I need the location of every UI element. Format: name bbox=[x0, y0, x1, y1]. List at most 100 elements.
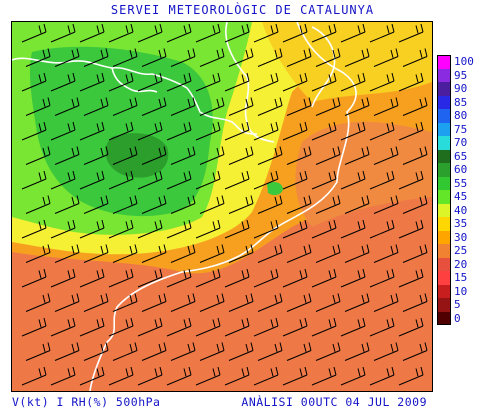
wind-barb bbox=[137, 219, 163, 239]
legend-label: 85 bbox=[454, 95, 468, 109]
border-east bbox=[311, 26, 336, 108]
wind-barb bbox=[224, 23, 250, 43]
footer-variable: V(kt) I RH(%) 500hPa bbox=[12, 395, 161, 409]
wind-barb bbox=[108, 219, 134, 239]
field-low-humidity-south bbox=[12, 187, 432, 391]
wind-barb bbox=[21, 23, 47, 43]
legend-swatch bbox=[437, 82, 451, 96]
wind-barb bbox=[170, 342, 196, 361]
legend-label: 75 bbox=[454, 122, 468, 136]
coastline-gulf bbox=[111, 67, 158, 93]
wind-barb bbox=[83, 293, 109, 312]
wind-barb bbox=[79, 268, 105, 288]
wind-barb bbox=[340, 23, 366, 43]
wind-barb bbox=[373, 48, 399, 67]
wind-barb bbox=[112, 97, 138, 116]
wind-barb bbox=[315, 195, 341, 214]
legend-label: 0 bbox=[454, 311, 461, 325]
wind-barb bbox=[398, 170, 424, 190]
wind-barb bbox=[369, 121, 395, 141]
wind-barb bbox=[373, 146, 399, 165]
wind-barb bbox=[402, 48, 428, 67]
wind-barb bbox=[286, 244, 312, 263]
wind-barb bbox=[166, 23, 192, 43]
wind-barb bbox=[195, 170, 221, 190]
wind-barb bbox=[54, 244, 80, 263]
wind-barb bbox=[311, 72, 337, 92]
wind-barb bbox=[108, 268, 134, 288]
wind-barb bbox=[344, 293, 370, 312]
wind-barb bbox=[199, 146, 225, 165]
legend-swatch bbox=[437, 311, 451, 325]
legend-label: 80 bbox=[454, 109, 468, 122]
wind-barb bbox=[253, 23, 279, 43]
wind-barb bbox=[141, 342, 167, 361]
wind-barb bbox=[282, 72, 308, 92]
legend-swatch bbox=[437, 95, 451, 109]
wind-barb bbox=[402, 97, 428, 116]
wind-barb bbox=[141, 48, 167, 67]
wind-barb bbox=[224, 366, 250, 386]
wind-barb bbox=[257, 244, 283, 263]
legend-swatch bbox=[437, 298, 451, 312]
legend-label: 25 bbox=[454, 244, 468, 257]
wind-barb bbox=[311, 366, 337, 386]
wind-barb bbox=[25, 146, 51, 165]
wind-barb bbox=[83, 195, 109, 214]
wind-barb bbox=[21, 219, 47, 239]
wind-barb bbox=[170, 146, 196, 165]
wind-barb bbox=[398, 121, 424, 141]
wind-barb bbox=[282, 170, 308, 190]
wind-barb bbox=[286, 48, 312, 67]
wind-barb bbox=[373, 97, 399, 116]
wind-barb bbox=[286, 342, 312, 361]
wind-barb bbox=[21, 366, 47, 386]
wind-barb bbox=[25, 195, 51, 214]
wind-barb bbox=[54, 195, 80, 214]
wind-barb bbox=[315, 48, 341, 67]
wind-barb bbox=[21, 317, 47, 337]
legend-swatch bbox=[437, 244, 451, 258]
coast-catalonia bbox=[89, 22, 357, 391]
legend-swatch bbox=[437, 163, 451, 177]
wind-barb bbox=[315, 342, 341, 361]
wind-barb bbox=[50, 170, 76, 190]
wind-barb bbox=[228, 146, 254, 165]
wind-barb bbox=[286, 293, 312, 312]
wind-barb bbox=[21, 121, 47, 141]
wind-barb bbox=[137, 170, 163, 190]
wind-barb bbox=[141, 195, 167, 214]
wind-barb bbox=[224, 219, 250, 239]
wind-barb bbox=[369, 23, 395, 43]
wind-barb bbox=[224, 72, 250, 92]
wind-barb bbox=[369, 219, 395, 239]
wind-barb bbox=[83, 342, 109, 361]
legend-swatch bbox=[437, 284, 451, 298]
wind-barb bbox=[253, 72, 279, 92]
wind-barb bbox=[170, 293, 196, 312]
wind-barb bbox=[344, 342, 370, 361]
wind-barb bbox=[228, 244, 254, 263]
wind-barb bbox=[21, 268, 47, 288]
legend-label: 90 bbox=[454, 82, 468, 95]
wind-barb bbox=[54, 97, 80, 116]
wind-barb bbox=[224, 121, 250, 141]
wind-barb bbox=[83, 97, 109, 116]
legend-label: 15 bbox=[454, 271, 468, 284]
wind-barb bbox=[311, 219, 337, 239]
wind-barb bbox=[166, 121, 192, 141]
wind-barb bbox=[50, 219, 76, 239]
wind-barb bbox=[344, 195, 370, 214]
legend-swatch bbox=[437, 217, 451, 231]
wind-barb bbox=[253, 268, 279, 288]
wind-barb bbox=[166, 317, 192, 337]
wind-barb bbox=[253, 170, 279, 190]
wind-barb bbox=[166, 268, 192, 288]
wind-barb bbox=[286, 146, 312, 165]
wind-barb bbox=[199, 97, 225, 116]
wind-barb bbox=[257, 97, 283, 116]
wind-barb bbox=[141, 293, 167, 312]
wind-barb bbox=[344, 48, 370, 67]
legend-label: 100 bbox=[454, 55, 474, 68]
legend-swatch bbox=[437, 176, 451, 190]
